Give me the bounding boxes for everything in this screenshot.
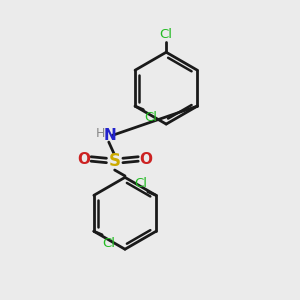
Text: O: O [77,152,90,167]
Text: N: N [104,128,117,143]
Text: Cl: Cl [134,177,147,190]
Text: Cl: Cl [160,28,173,41]
Text: H: H [95,127,105,140]
Text: S: S [109,152,121,170]
Text: O: O [139,152,152,167]
Text: Cl: Cl [144,111,157,124]
Text: Cl: Cl [103,237,116,250]
